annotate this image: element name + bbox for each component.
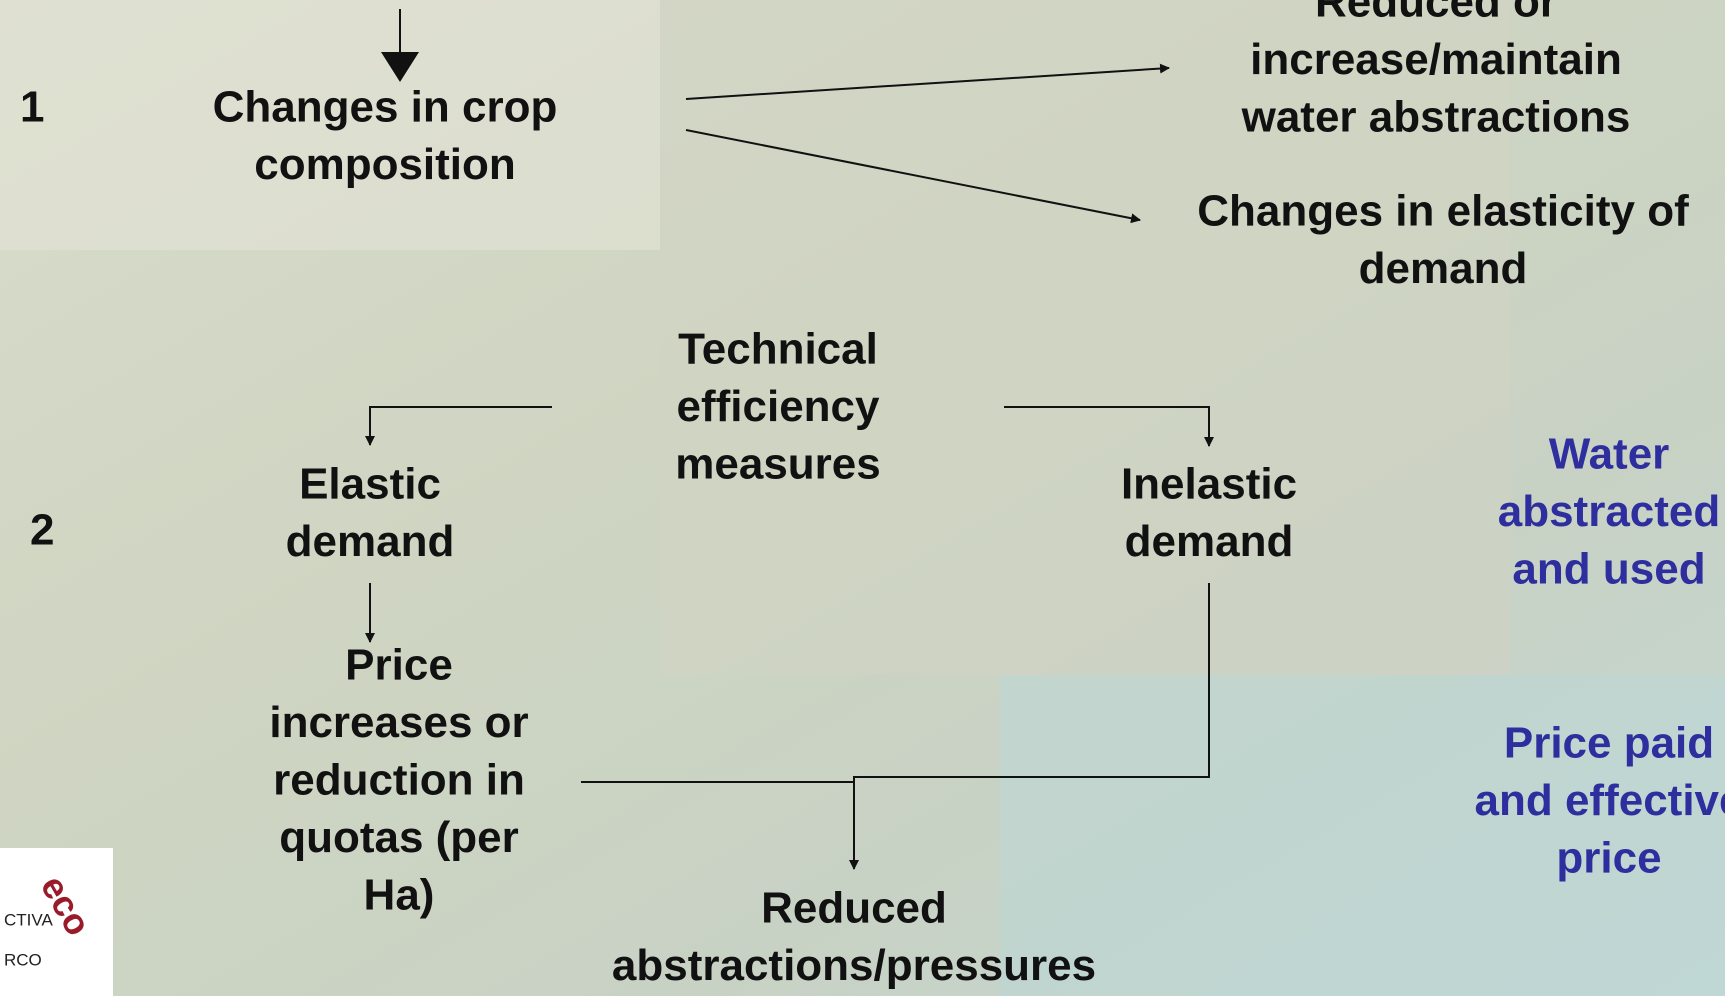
side-note-text: price xyxy=(1556,834,1661,883)
side-note-text: abstracted xyxy=(1498,487,1721,536)
node-text: demand xyxy=(286,517,455,566)
side-note-text: and used xyxy=(1512,545,1705,594)
node-text: efficiency xyxy=(677,382,881,431)
node-text: measures xyxy=(675,440,880,489)
arrow xyxy=(685,63,1170,100)
logo-box xyxy=(0,848,113,996)
side-notes: Water abstracted and used Price paid and eff… xyxy=(1475,430,1725,883)
photo-area xyxy=(1000,675,1725,996)
node-text: Elastic xyxy=(299,460,441,509)
logo-text: RCO xyxy=(4,950,42,969)
node-text: Reduced xyxy=(761,884,947,933)
arrow xyxy=(685,129,1141,224)
side-note-text: Price paid xyxy=(1504,719,1714,768)
node-text: Ha) xyxy=(364,871,435,920)
side-note-text: Water xyxy=(1549,430,1670,479)
node-text: demand xyxy=(1125,517,1294,566)
node-text: demand xyxy=(1359,244,1528,293)
side-note-text: and effective xyxy=(1475,776,1725,825)
arrow xyxy=(849,583,1210,870)
row-label: 2 xyxy=(30,506,54,555)
node-text: Reduced or xyxy=(1315,0,1557,27)
photo-area xyxy=(660,0,1510,675)
node-text: quotas (per xyxy=(279,813,519,862)
logo-text: CTIVA xyxy=(4,910,53,929)
node-text: water abstractions xyxy=(1241,93,1631,142)
node-text: reduction in xyxy=(273,756,525,805)
nodes: Changes in crop composition Reduced or incr… xyxy=(213,0,1689,990)
node-text: abstractions/pressures xyxy=(612,941,1096,990)
arrow xyxy=(365,406,552,446)
row-label: 1 xyxy=(20,83,44,132)
connectors xyxy=(365,9,1214,870)
node-text: Changes in elasticity of xyxy=(1197,187,1689,236)
node-text: Changes in crop xyxy=(213,83,558,132)
node-text: increases or xyxy=(269,698,528,747)
node-text: Technical xyxy=(678,325,878,374)
node-text: composition xyxy=(254,140,516,189)
photo-area xyxy=(0,0,660,250)
node-text: increase/maintain xyxy=(1250,35,1622,84)
node-text: Price xyxy=(345,641,453,690)
arrow xyxy=(1004,406,1214,447)
node-text: Inelastic xyxy=(1121,460,1297,509)
